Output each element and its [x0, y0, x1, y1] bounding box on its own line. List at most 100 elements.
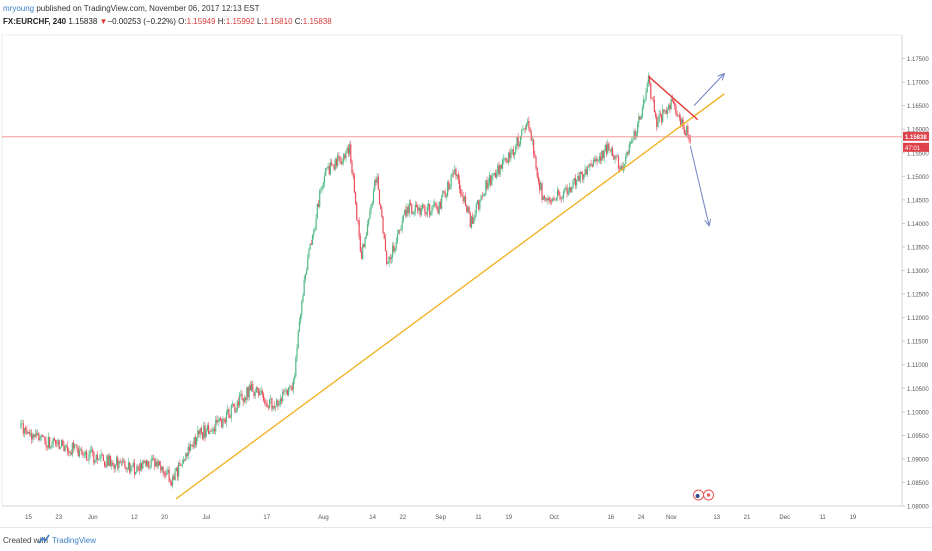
candle-body	[181, 463, 183, 466]
candle-body	[188, 446, 191, 451]
candle-body	[485, 180, 487, 195]
candle-body	[408, 202, 410, 214]
candle-body	[645, 92, 647, 100]
candle-body	[75, 444, 77, 446]
publish-info: published on TradingView.com, November 0…	[36, 4, 260, 13]
candle-body	[354, 192, 357, 204]
candle-body	[175, 467, 177, 472]
candle-body	[412, 213, 414, 215]
candle-body	[351, 161, 353, 174]
y-tick-label: 1.08500	[907, 481, 929, 487]
candle-body	[358, 220, 360, 237]
candle-body	[594, 159, 596, 162]
candle-body	[586, 166, 589, 175]
candle-body	[686, 126, 688, 136]
candle-body	[576, 179, 578, 186]
candle-body	[615, 155, 617, 157]
candle-body	[632, 139, 634, 142]
candle-body	[25, 428, 27, 431]
candle-body	[60, 440, 63, 447]
y-tick-label: 1.15500	[907, 151, 929, 157]
candle-body	[250, 383, 253, 391]
candle-body	[163, 472, 165, 475]
candle-body	[633, 130, 635, 140]
candle-body	[470, 216, 473, 228]
candle-body	[167, 469, 169, 473]
candle-body	[669, 104, 671, 110]
candle-body	[512, 149, 514, 156]
candle-body	[212, 428, 214, 430]
x-tick-label: Aug	[318, 515, 329, 521]
candle-body	[162, 466, 164, 473]
candle-body	[256, 387, 259, 389]
candle-body	[135, 472, 137, 474]
candle-body	[247, 387, 249, 398]
author-link[interactable]: mryoung	[3, 4, 35, 13]
candle-body	[348, 144, 351, 154]
candle-body	[74, 444, 76, 449]
candle-body	[190, 444, 192, 451]
candle-body	[601, 150, 603, 161]
candle-body	[559, 195, 561, 199]
candle-body	[201, 432, 204, 439]
candle-body	[421, 205, 424, 209]
candle-body	[240, 393, 242, 396]
candle-body	[279, 398, 281, 404]
candle-body	[234, 406, 236, 413]
candle-body	[174, 471, 176, 480]
candle-body	[130, 466, 132, 473]
candle-body	[302, 295, 304, 302]
candle-body	[467, 207, 469, 212]
candle-body	[676, 113, 678, 117]
candle-body	[456, 174, 458, 177]
candle-body	[376, 176, 378, 183]
candlestick-chart[interactable]: 1.17500 1.17000 1.16500 1.16000 1.15500 1.150…	[0, 33, 932, 523]
candle-body	[634, 130, 636, 136]
candle-body	[427, 203, 430, 207]
chart-header: mryoung published on TradingView.com, No…	[0, 0, 932, 32]
footer: Created with TradingView	[0, 527, 932, 551]
candle-body	[668, 104, 670, 110]
candle-body	[266, 403, 268, 407]
candle-body	[414, 205, 416, 212]
y-tick-label: 1.17000	[907, 81, 929, 87]
candle-body	[225, 412, 228, 423]
y-tick-label: 1.09500	[907, 434, 929, 440]
support-trendline	[175, 93, 725, 500]
candle-body	[395, 242, 397, 249]
candle-body	[388, 256, 390, 264]
candle-body	[69, 452, 71, 454]
candle-body	[228, 409, 230, 418]
candle-body	[671, 98, 673, 102]
high-label: H:	[217, 17, 226, 26]
candle-body	[344, 154, 346, 159]
candle-body	[27, 431, 29, 434]
candle-body	[298, 321, 300, 332]
candle-body	[493, 172, 495, 175]
symbol-interval[interactable]: FX:EURCHF, 240	[3, 17, 67, 26]
candle-body	[29, 433, 32, 434]
candle-body	[513, 152, 516, 156]
x-tick-label: 12	[131, 515, 138, 521]
candle-body	[127, 462, 130, 469]
candle-body	[43, 436, 45, 438]
candle-body	[229, 417, 231, 418]
candle-body	[278, 403, 280, 406]
candle-body	[524, 128, 526, 130]
candle-body	[560, 198, 562, 200]
candle-body	[401, 220, 403, 230]
created-with-text: Created with	[3, 536, 48, 545]
candle-body	[213, 428, 216, 432]
candle-body	[448, 181, 450, 190]
candle-body	[425, 213, 427, 215]
candle-body	[548, 198, 550, 201]
candle-body	[555, 197, 557, 200]
candle-body	[301, 301, 303, 315]
tradingview-brand[interactable]: TradingView	[52, 536, 97, 545]
candle-body	[82, 453, 84, 456]
candle-body	[482, 195, 485, 197]
candle-body	[207, 425, 210, 435]
candle-body	[579, 171, 581, 182]
candle-body	[64, 446, 66, 452]
candle-body	[497, 165, 499, 174]
